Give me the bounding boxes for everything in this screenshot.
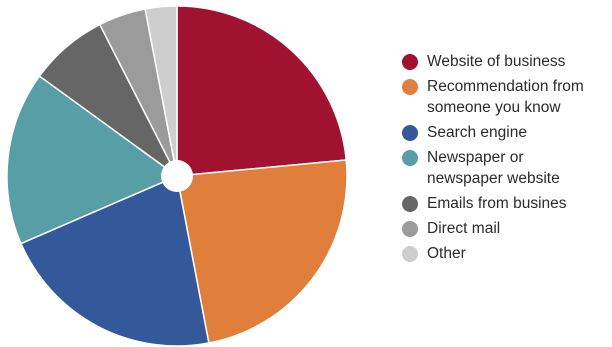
legend-swatch (402, 150, 418, 166)
legend-label: Other (427, 245, 466, 262)
pie-center-hole (161, 160, 193, 192)
legend-item: Recommendation from someone you know (402, 76, 610, 118)
legend-swatch (402, 246, 418, 262)
legend-label: Recommendation from someone you know (427, 78, 584, 116)
legend-label: Search engine (427, 124, 527, 141)
legend-item: Emails from busines (402, 193, 610, 214)
legend-swatch (402, 79, 418, 95)
legend-label: Newspaper or newspaper website (427, 149, 560, 187)
legend-label: Emails from busines (427, 195, 567, 212)
pie-slice-0 (176, 5, 347, 177)
pie-slice-6 (144, 5, 178, 177)
pie-slice-3 (6, 75, 178, 245)
legend-label: Direct mail (427, 220, 501, 237)
legend-swatch (402, 196, 418, 212)
legend-label: Website of business (427, 53, 566, 70)
legend-item: Search engine (402, 122, 610, 143)
chart-legend: Website of business Recommendation from s… (402, 51, 610, 268)
legend-item: Newspaper or newspaper website (402, 147, 610, 189)
pie-slice-1 (176, 159, 348, 344)
legend-item: Website of business (402, 51, 610, 72)
legend-swatch (402, 221, 418, 237)
legend-swatch (402, 125, 418, 141)
legend-item: Direct mail (402, 218, 610, 239)
pie-slice-2 (20, 175, 210, 347)
legend-swatch (402, 54, 418, 70)
legend-item: Other (402, 243, 610, 264)
